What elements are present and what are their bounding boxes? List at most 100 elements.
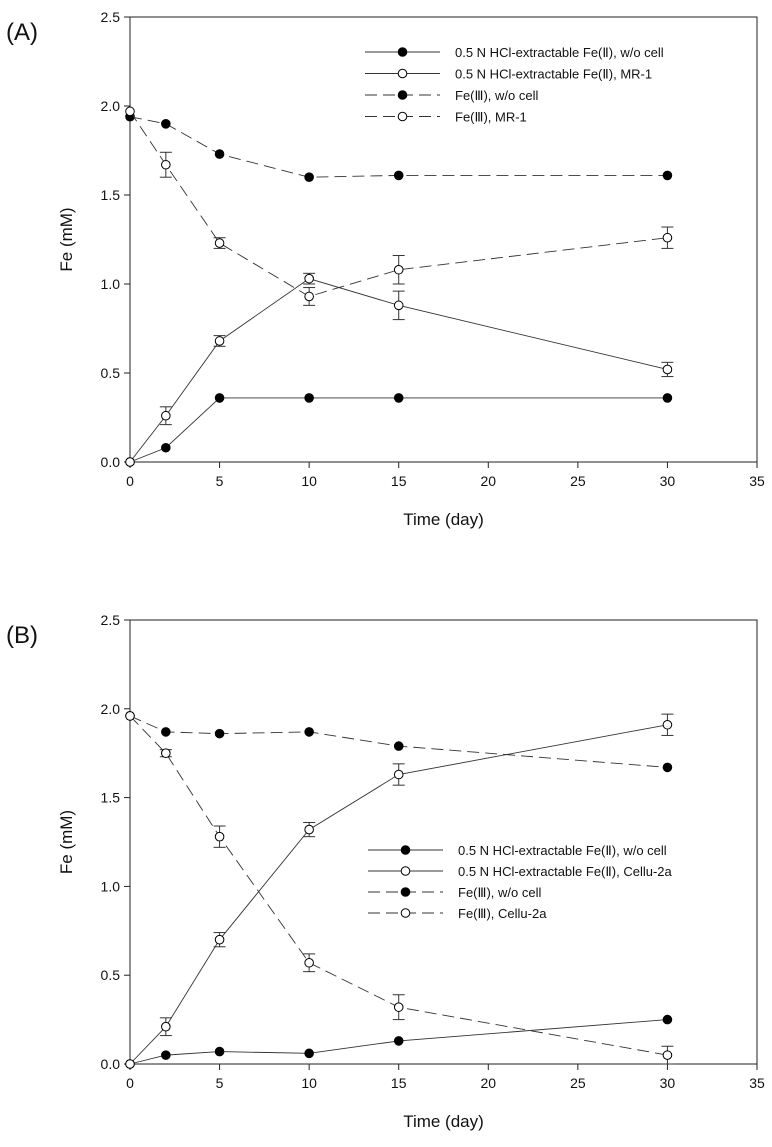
series-1 <box>125 393 673 467</box>
series-line <box>129 397 668 463</box>
x-tick-label: 35 <box>749 1075 765 1091</box>
y-tick-label: 0.0 <box>101 454 121 470</box>
legend-marker <box>397 68 408 79</box>
legend: 0.5 N HCl-extractable Fe(Ⅱ), w/o cell 0.5… <box>368 843 673 921</box>
data-point <box>662 232 673 243</box>
series-4 <box>125 711 674 1065</box>
x-axis-title: Time (day) <box>403 510 484 529</box>
data-point <box>304 824 314 835</box>
series-line <box>129 724 668 1065</box>
data-point <box>161 1050 171 1060</box>
y-tick-label: 2.5 <box>101 612 121 628</box>
data-point <box>393 264 404 275</box>
y-tick-label: 2.0 <box>101 98 121 114</box>
data-point <box>304 172 314 182</box>
y-tick-label: 0.0 <box>101 1056 121 1072</box>
panel-b: (B) 0 5 10 15 20 25 30 35 Time (day) 0.0 0.5 1.0 1.5 2… <box>6 612 765 1131</box>
x-axis: 0 5 10 15 20 25 30 35 <box>126 1064 765 1091</box>
y-tick-label: 1.5 <box>101 187 121 203</box>
data-point <box>304 727 314 737</box>
series-1 <box>125 1014 673 1069</box>
data-point <box>161 159 171 170</box>
x-tick-label: 0 <box>126 473 134 489</box>
series-line <box>129 116 668 178</box>
legend-marker <box>397 111 408 122</box>
data-point <box>214 1046 225 1057</box>
y-tick-label: 1.0 <box>101 276 121 292</box>
y-axis-title: Fe (mM) <box>57 810 76 874</box>
legend-marker <box>400 866 411 876</box>
legend-label: 0.5 N HCl-extractable Fe(Ⅱ), w/o cell <box>455 45 664 60</box>
data-point <box>161 119 171 129</box>
data-point <box>125 457 135 467</box>
y-axis-title: Fe (mM) <box>57 207 76 271</box>
panel-label: (B) <box>6 622 38 649</box>
y-axis: 0.0 0.5 1.0 1.5 2.0 2.5 <box>101 612 130 1072</box>
data-point <box>304 291 314 302</box>
data-point <box>304 957 314 968</box>
data-point <box>662 762 673 773</box>
x-tick-label: 30 <box>660 1075 676 1091</box>
data-point <box>393 1036 404 1046</box>
x-tick-label: 25 <box>570 473 586 489</box>
x-tick-label: 0 <box>126 1075 134 1091</box>
x-tick-label: 35 <box>749 473 765 489</box>
legend-label: 0.5 N HCl-extractable Fe(Ⅱ), MR-1 <box>455 67 652 82</box>
series-line <box>129 278 668 463</box>
data-point <box>304 1048 314 1059</box>
data-point <box>161 410 171 421</box>
legend-marker <box>400 908 411 918</box>
data-point <box>662 393 673 403</box>
data-point <box>393 1002 404 1012</box>
data-point <box>393 769 404 780</box>
series-3 <box>125 111 673 182</box>
data-point <box>393 170 404 181</box>
plot-frame <box>129 619 758 1065</box>
series-3 <box>125 711 673 773</box>
data-point <box>214 831 225 842</box>
series-2 <box>125 713 674 1069</box>
data-point <box>214 149 225 159</box>
data-point <box>393 300 404 311</box>
y-tick-label: 0.5 <box>101 365 121 381</box>
y-tick-label: 1.5 <box>101 790 121 806</box>
y-tick-label: 0.5 <box>101 967 121 983</box>
legend-label: Fe(Ⅲ), w/o cell <box>455 88 538 103</box>
data-point <box>161 748 171 759</box>
x-tick-label: 25 <box>570 1075 586 1091</box>
legend-marker <box>397 90 408 100</box>
series-line <box>129 715 668 1056</box>
series-2 <box>125 272 674 467</box>
series-line <box>129 715 668 768</box>
legend-marker <box>400 887 411 897</box>
legend-label: Fe(Ⅲ), Cellu-2a <box>458 906 547 921</box>
data-point <box>125 1059 135 1069</box>
data-point <box>662 719 673 730</box>
data-point <box>662 1014 673 1025</box>
panel-a: (A) 0 5 10 15 20 25 30 35 Time (day) 0.0 0.5 1.0 1.5 2… <box>6 9 765 529</box>
x-tick-label: 5 <box>216 473 224 489</box>
data-point <box>125 711 135 721</box>
series-line <box>129 111 668 297</box>
plot-frame <box>129 16 758 463</box>
series-4 <box>125 106 674 306</box>
legend-label: 0.5 N HCl-extractable Fe(Ⅱ), w/o cell <box>458 843 667 858</box>
legend-label: Fe(Ⅲ), MR-1 <box>455 110 527 125</box>
data-point <box>125 106 135 117</box>
data-point <box>304 273 314 284</box>
data-point <box>304 393 314 403</box>
data-point <box>214 728 225 739</box>
data-point <box>214 393 225 403</box>
x-axis-title: Time (day) <box>403 1112 484 1131</box>
data-point <box>393 393 404 403</box>
panel-label: (A) <box>6 19 38 46</box>
x-tick-label: 10 <box>301 473 317 489</box>
data-point <box>393 741 404 751</box>
data-point <box>161 442 171 453</box>
legend: 0.5 N HCl-extractable Fe(Ⅱ), w/o cell 0.5… <box>365 45 664 125</box>
data-point <box>662 1050 673 1060</box>
x-tick-label: 20 <box>480 1075 496 1091</box>
data-point <box>214 238 225 248</box>
x-tick-label: 5 <box>216 1075 224 1091</box>
